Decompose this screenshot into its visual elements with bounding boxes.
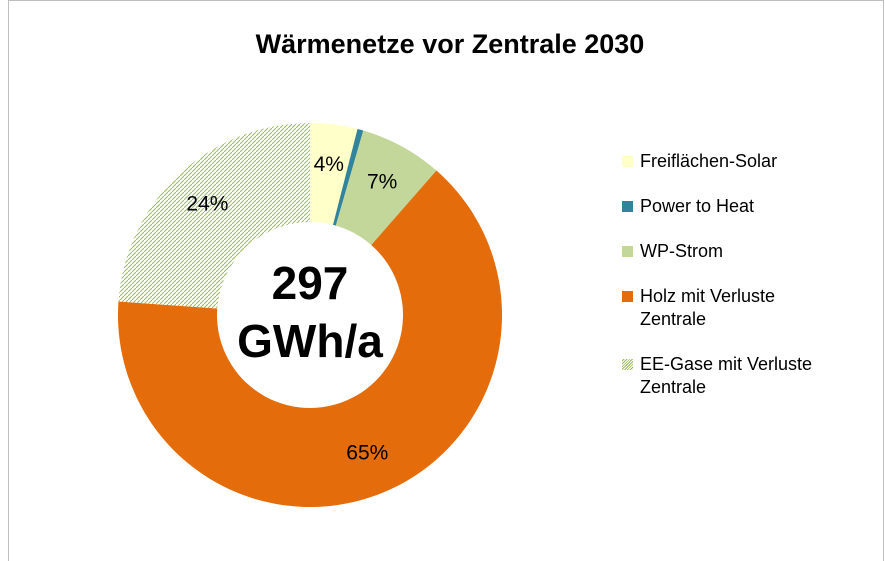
legend-item: WP-Strom (622, 240, 827, 263)
legend-swatch (622, 246, 633, 257)
legend-item: Power to Heat (622, 195, 827, 218)
chart-title: Wärmenetze vor Zentrale 2030 (256, 29, 645, 59)
legend-label: WP-Strom (640, 241, 723, 261)
legend-swatch (622, 359, 633, 370)
legend-label: EE-Gase mit Verluste Zentrale (640, 354, 813, 397)
data-label: 4% (314, 153, 344, 176)
donut-slice (335, 130, 437, 246)
legend-item: Holz mit Verluste Zentrale (622, 285, 827, 331)
legend-item: EE-Gase mit Verluste Zentrale (622, 353, 827, 399)
legend: Freiflächen-Solar Power to Heat WP-Strom Ho… (622, 150, 827, 421)
data-label: 24% (186, 192, 228, 215)
legend-item: Freiflächen-Solar (622, 150, 827, 173)
chart-border (8, 0, 884, 561)
center-label: 297 (272, 257, 349, 309)
data-label: 7% (367, 170, 397, 193)
legend-label: Freiflächen-Solar (640, 151, 778, 171)
data-label: 65% (346, 442, 388, 465)
legend-label: Power to Heat (640, 196, 755, 216)
donut-slice (118, 170, 503, 508)
donut-slice (333, 128, 364, 226)
legend-label: Holz mit Verluste Zentrale (640, 286, 776, 329)
legend-swatch (622, 156, 633, 167)
donut-slice (118, 123, 311, 309)
center-label: GWh/a (237, 315, 383, 367)
donut-slice (310, 123, 358, 225)
legend-swatch (622, 201, 633, 212)
legend-swatch (622, 291, 633, 302)
